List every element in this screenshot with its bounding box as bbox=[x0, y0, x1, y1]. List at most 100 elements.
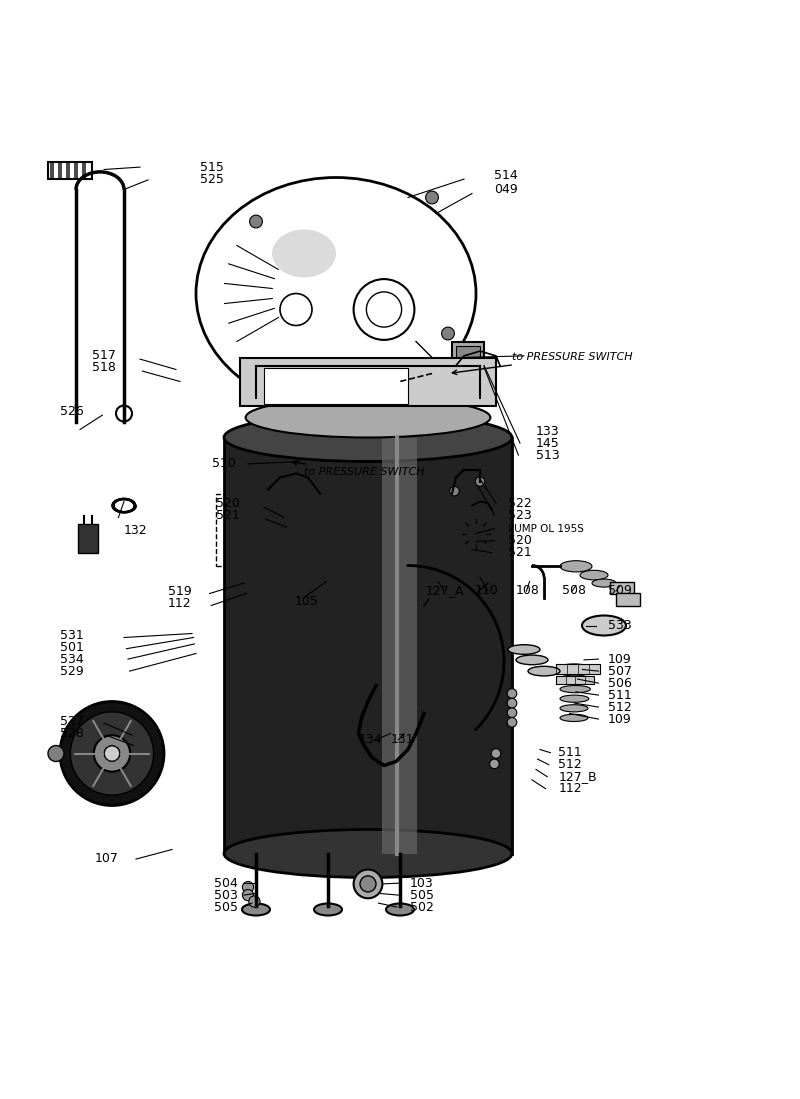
Text: 525: 525 bbox=[200, 174, 224, 187]
Ellipse shape bbox=[592, 579, 616, 587]
Circle shape bbox=[475, 477, 485, 486]
Bar bbox=[48, 162, 92, 179]
Ellipse shape bbox=[580, 570, 608, 580]
Circle shape bbox=[94, 735, 130, 771]
Ellipse shape bbox=[274, 504, 318, 563]
Bar bbox=[82, 163, 86, 178]
Text: to PRESSURE SWITCH: to PRESSURE SWITCH bbox=[452, 352, 633, 375]
Text: 127_B: 127_B bbox=[558, 770, 597, 784]
Text: 127_A: 127_A bbox=[426, 584, 464, 597]
Text: PUMP OL 195S: PUMP OL 195S bbox=[508, 524, 584, 534]
Text: 502: 502 bbox=[410, 900, 434, 913]
Text: 523: 523 bbox=[508, 509, 532, 522]
Circle shape bbox=[507, 718, 517, 728]
Text: 534: 534 bbox=[60, 653, 84, 666]
Text: 131: 131 bbox=[390, 733, 414, 745]
Bar bbox=[610, 581, 634, 595]
Ellipse shape bbox=[246, 398, 490, 437]
Bar bbox=[328, 501, 448, 566]
Text: 509: 509 bbox=[608, 584, 632, 597]
Text: 103: 103 bbox=[410, 877, 434, 889]
Circle shape bbox=[242, 881, 254, 892]
Ellipse shape bbox=[556, 664, 592, 674]
Bar bbox=[556, 676, 594, 684]
Text: 133: 133 bbox=[536, 424, 560, 437]
Circle shape bbox=[250, 367, 262, 380]
Text: 501: 501 bbox=[60, 641, 84, 654]
Text: 112: 112 bbox=[168, 597, 192, 610]
Circle shape bbox=[462, 575, 494, 607]
Bar bbox=[464, 537, 488, 586]
Bar bbox=[452, 342, 484, 374]
Bar bbox=[240, 357, 496, 406]
Circle shape bbox=[48, 745, 64, 762]
Bar bbox=[616, 592, 640, 606]
Circle shape bbox=[507, 689, 517, 698]
Ellipse shape bbox=[224, 830, 512, 877]
Bar bbox=[78, 524, 98, 553]
Text: 515: 515 bbox=[200, 160, 224, 174]
Circle shape bbox=[70, 712, 154, 795]
Text: 512: 512 bbox=[608, 700, 632, 713]
Ellipse shape bbox=[242, 903, 270, 915]
Ellipse shape bbox=[508, 645, 540, 654]
Bar bbox=[224, 437, 512, 854]
Text: 112: 112 bbox=[558, 782, 582, 796]
Bar bbox=[50, 163, 54, 178]
Ellipse shape bbox=[516, 655, 548, 665]
Text: 520: 520 bbox=[216, 498, 240, 510]
Text: 132: 132 bbox=[124, 524, 148, 536]
Text: 145: 145 bbox=[536, 436, 560, 449]
Text: 511: 511 bbox=[608, 689, 632, 701]
Text: 049: 049 bbox=[494, 184, 518, 196]
Text: 518: 518 bbox=[92, 360, 116, 374]
Circle shape bbox=[250, 215, 262, 227]
Text: 520: 520 bbox=[508, 534, 532, 547]
Ellipse shape bbox=[560, 695, 589, 702]
Text: 517: 517 bbox=[92, 348, 116, 362]
Circle shape bbox=[462, 519, 490, 548]
Text: 511: 511 bbox=[558, 746, 582, 759]
Bar bbox=[456, 345, 480, 369]
Text: 529: 529 bbox=[60, 665, 84, 678]
Text: 521: 521 bbox=[508, 546, 532, 559]
Text: 507: 507 bbox=[608, 665, 632, 678]
Circle shape bbox=[490, 759, 499, 768]
Text: 526: 526 bbox=[60, 406, 84, 419]
Text: 527: 527 bbox=[60, 715, 84, 728]
Ellipse shape bbox=[224, 413, 512, 462]
Circle shape bbox=[507, 708, 517, 718]
Circle shape bbox=[412, 593, 436, 618]
Text: 506: 506 bbox=[608, 677, 632, 689]
Text: 505: 505 bbox=[410, 889, 434, 901]
Circle shape bbox=[104, 746, 120, 762]
Bar bbox=[216, 493, 392, 566]
Circle shape bbox=[442, 328, 454, 340]
Ellipse shape bbox=[560, 686, 590, 692]
Bar bbox=[58, 163, 62, 178]
Text: 522: 522 bbox=[508, 497, 532, 510]
Text: 503: 503 bbox=[214, 889, 238, 901]
Ellipse shape bbox=[558, 675, 590, 684]
Circle shape bbox=[507, 698, 517, 708]
Circle shape bbox=[426, 191, 438, 204]
Text: 533: 533 bbox=[608, 619, 632, 632]
Text: 108: 108 bbox=[516, 584, 540, 597]
Circle shape bbox=[242, 889, 254, 901]
Text: 504: 504 bbox=[214, 877, 238, 889]
Text: 528: 528 bbox=[60, 728, 84, 740]
Text: 505: 505 bbox=[214, 900, 238, 913]
Text: 521: 521 bbox=[216, 510, 240, 522]
Ellipse shape bbox=[582, 615, 626, 635]
Circle shape bbox=[360, 876, 376, 892]
Text: 510: 510 bbox=[212, 457, 236, 470]
Text: 513: 513 bbox=[536, 448, 560, 462]
Ellipse shape bbox=[528, 666, 560, 676]
Circle shape bbox=[354, 869, 382, 898]
Bar bbox=[66, 163, 70, 178]
Text: 514: 514 bbox=[494, 169, 518, 182]
Bar bbox=[556, 664, 600, 674]
Text: 508: 508 bbox=[562, 584, 586, 597]
Text: 531: 531 bbox=[60, 629, 84, 642]
Text: 107: 107 bbox=[94, 852, 118, 865]
